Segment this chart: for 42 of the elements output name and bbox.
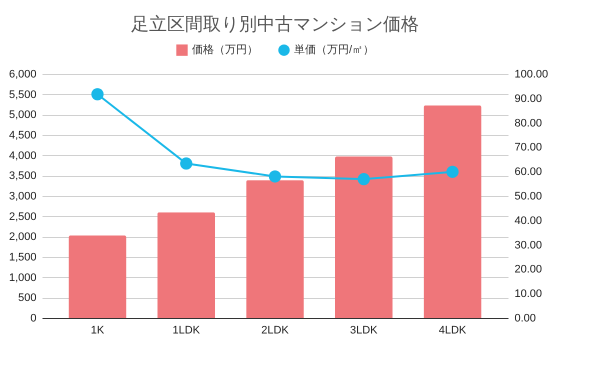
y-tick-label: 3,000 [8,190,36,202]
y2-tick-label: 20.00 [514,264,542,276]
y-tick-label: 4,000 [8,150,36,162]
legend-label: 単価（万円/㎡） [294,44,374,56]
y-tick-label: 4,500 [8,130,36,142]
bar [157,212,216,318]
y-tick-label: 2,500 [8,210,36,223]
bar [424,105,482,318]
y-tick-label: 0 [30,312,36,324]
chart-title: 足立区間取り別中古マンション価格 [131,14,419,34]
y-tick-label: 6,000 [8,68,36,80]
y2-tick-label: 100.00 [514,68,548,80]
y-tick-label: 2,000 [8,231,36,244]
legend-label: 価格（万円） [192,44,258,56]
point [446,166,459,178]
y2-tick-label: 10.00 [514,288,542,300]
y2-tick-label: 90.00 [514,92,542,105]
y-tick-label: 5,000 [8,109,36,122]
x-tick-label: 2LDK [261,324,290,336]
bar [246,180,304,318]
y2-tick-label: 0.00 [514,312,536,324]
y-tick-label: 1,000 [8,272,36,284]
y2-tick-label: 40.00 [514,214,542,227]
x-tick-label: 1K [90,324,105,336]
point [91,88,104,100]
point [180,157,192,170]
point [268,170,282,183]
y2-tick-label: 60.00 [514,166,542,178]
y2-tick-label: 70.00 [514,142,542,154]
y-tick-label: 1,500 [8,252,36,264]
bar [334,156,393,318]
point [358,173,370,186]
x-tick-label: 1LDK [172,324,201,336]
y-tick-label: 3,500 [8,170,36,182]
y-tick-label: 5,500 [8,88,36,101]
x-tick-label: 4LDK [438,324,467,336]
y2-tick-label: 50.00 [514,190,542,202]
x-tick-label: 3LDK [350,324,378,336]
bar [68,235,126,318]
y2-tick-label: 80.00 [514,117,542,130]
y2-tick-label: 30.00 [514,239,542,252]
y-tick-label: 500 [18,292,36,304]
